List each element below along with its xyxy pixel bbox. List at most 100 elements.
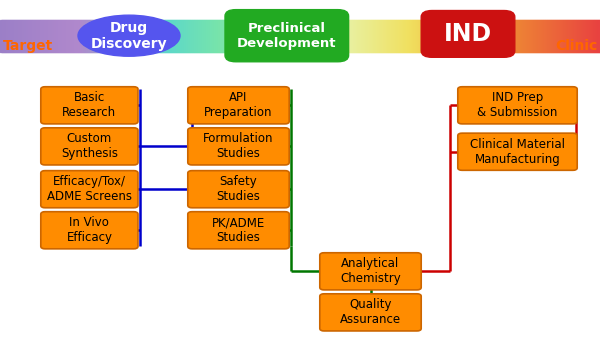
Bar bbox=[536, 20, 539, 52]
Bar bbox=[544, 20, 547, 52]
Bar bbox=[296, 20, 299, 52]
Bar bbox=[380, 20, 383, 52]
Bar bbox=[252, 20, 255, 52]
Bar bbox=[564, 20, 567, 52]
Bar bbox=[362, 20, 365, 52]
Bar bbox=[260, 20, 263, 52]
Bar bbox=[114, 20, 117, 52]
Bar bbox=[324, 20, 327, 52]
Bar bbox=[102, 20, 105, 52]
Bar bbox=[54, 20, 57, 52]
Bar bbox=[288, 20, 291, 52]
Bar bbox=[322, 20, 325, 52]
Bar bbox=[352, 20, 355, 52]
Bar bbox=[154, 20, 157, 52]
Bar bbox=[246, 20, 249, 52]
Bar bbox=[48, 20, 51, 52]
Text: Basic
Research: Basic Research bbox=[62, 91, 116, 119]
Bar bbox=[90, 20, 93, 52]
Bar bbox=[78, 20, 81, 52]
Bar bbox=[158, 20, 161, 52]
Bar bbox=[200, 20, 203, 52]
Bar bbox=[588, 20, 591, 52]
Bar bbox=[486, 20, 489, 52]
Bar bbox=[464, 20, 467, 52]
Bar bbox=[360, 20, 363, 52]
Bar bbox=[110, 20, 113, 52]
Bar bbox=[290, 20, 293, 52]
Bar bbox=[550, 20, 553, 52]
Bar bbox=[456, 20, 459, 52]
Bar bbox=[58, 20, 61, 52]
Bar bbox=[450, 20, 453, 52]
Bar bbox=[562, 20, 565, 52]
Text: IND Prep
& Submission: IND Prep & Submission bbox=[478, 91, 557, 119]
Bar bbox=[164, 20, 167, 52]
Bar bbox=[488, 20, 491, 52]
Bar bbox=[168, 20, 171, 52]
Bar bbox=[176, 20, 179, 52]
Bar bbox=[232, 20, 235, 52]
Bar bbox=[100, 20, 103, 52]
Bar bbox=[198, 20, 201, 52]
Bar bbox=[156, 20, 159, 52]
Bar bbox=[268, 20, 271, 52]
Bar bbox=[96, 20, 99, 52]
Bar bbox=[524, 20, 527, 52]
Bar bbox=[124, 20, 127, 52]
Bar bbox=[150, 20, 153, 52]
Bar bbox=[436, 20, 439, 52]
Bar bbox=[342, 20, 345, 52]
Bar bbox=[286, 20, 289, 52]
Text: Quality
Assurance: Quality Assurance bbox=[340, 298, 401, 326]
Bar bbox=[192, 20, 195, 52]
Bar bbox=[538, 20, 541, 52]
Bar bbox=[52, 20, 55, 52]
Bar bbox=[396, 20, 399, 52]
Bar bbox=[172, 20, 175, 52]
Bar bbox=[570, 20, 573, 52]
FancyBboxPatch shape bbox=[41, 128, 138, 165]
Bar bbox=[104, 20, 107, 52]
Bar bbox=[214, 20, 217, 52]
Bar bbox=[68, 20, 71, 52]
Bar bbox=[346, 20, 349, 52]
Bar bbox=[474, 20, 477, 52]
Bar bbox=[300, 20, 303, 52]
Bar bbox=[330, 20, 333, 52]
Bar bbox=[594, 20, 597, 52]
Bar bbox=[60, 20, 63, 52]
Bar bbox=[514, 20, 517, 52]
Text: API
Preparation: API Preparation bbox=[204, 91, 273, 119]
Bar bbox=[554, 20, 557, 52]
Bar bbox=[432, 20, 435, 52]
Bar bbox=[516, 20, 519, 52]
Bar bbox=[368, 20, 371, 52]
Bar bbox=[584, 20, 587, 52]
Bar bbox=[480, 20, 483, 52]
Bar bbox=[596, 20, 599, 52]
FancyBboxPatch shape bbox=[41, 171, 138, 208]
Text: Target: Target bbox=[3, 39, 53, 54]
Bar bbox=[508, 20, 511, 52]
Bar bbox=[178, 20, 181, 52]
Bar bbox=[522, 20, 525, 52]
Bar bbox=[118, 20, 121, 52]
Bar bbox=[326, 20, 329, 52]
Bar bbox=[64, 20, 67, 52]
Bar bbox=[428, 20, 431, 52]
Bar bbox=[340, 20, 343, 52]
Text: Analytical
Chemistry: Analytical Chemistry bbox=[340, 257, 401, 285]
Bar bbox=[262, 20, 265, 52]
Bar bbox=[82, 20, 85, 52]
Bar bbox=[276, 20, 279, 52]
Bar bbox=[518, 20, 521, 52]
Bar bbox=[182, 20, 185, 52]
Bar bbox=[6, 20, 9, 52]
Bar bbox=[190, 20, 193, 52]
Bar bbox=[398, 20, 401, 52]
Bar bbox=[22, 20, 25, 52]
Bar bbox=[184, 20, 187, 52]
Bar bbox=[492, 20, 495, 52]
Bar bbox=[216, 20, 219, 52]
